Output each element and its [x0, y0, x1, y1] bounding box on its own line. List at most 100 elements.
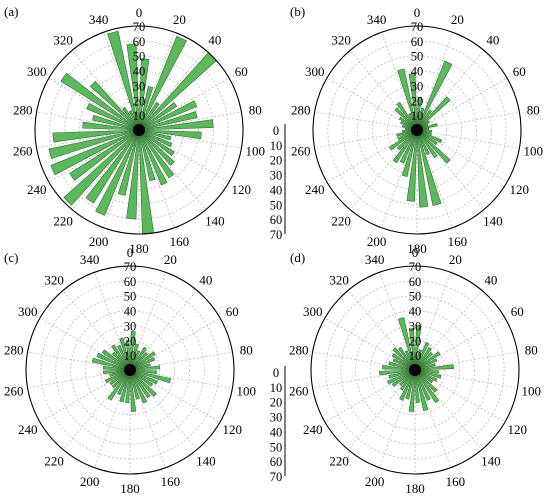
rose-bar	[50, 129, 140, 176]
rose-bar	[414, 351, 434, 371]
rose-bar	[391, 353, 416, 371]
rose-bar	[129, 346, 147, 371]
rose-bar	[414, 351, 441, 371]
rose-bar	[394, 107, 418, 131]
rose-bar	[96, 352, 131, 371]
rose-bar	[85, 129, 140, 204]
radial-tick-label: 10	[124, 349, 137, 363]
angle-tick-label: 0	[136, 5, 143, 20]
rose-bar	[414, 369, 438, 382]
angle-tick-label: 100	[523, 143, 543, 158]
angle-tick-label: 260	[4, 383, 24, 398]
panel-b-label: (b)	[290, 4, 305, 19]
rose-bar	[138, 129, 168, 186]
rose-bar	[138, 102, 178, 131]
rose-bar	[388, 369, 416, 379]
radial-tick-label: 20	[409, 334, 422, 348]
rose-bar	[119, 369, 131, 403]
angle-tick-label: 80	[249, 103, 262, 118]
grid-spoke	[312, 351, 416, 371]
rose-bar	[401, 129, 418, 177]
angle-tick-label: 140	[481, 453, 501, 468]
rose-bar	[69, 129, 140, 181]
angle-tick-label: 200	[365, 474, 385, 489]
grid-spoke	[414, 317, 506, 371]
rose-bar	[416, 97, 422, 131]
angle-tick-label: 60	[226, 304, 239, 319]
angle-tick-label: 20	[164, 252, 177, 267]
radial-tick-label: 30	[124, 319, 137, 333]
rose-bar	[416, 129, 451, 164]
angle-tick-label: 200	[367, 234, 387, 249]
angle-tick-label: 0	[127, 245, 134, 260]
angle-tick-label: 20	[173, 12, 186, 27]
rose-bar	[129, 331, 136, 371]
radial-tick-label: 10	[409, 349, 422, 363]
angle-tick-label: 160	[161, 474, 181, 489]
rose-bar	[416, 129, 438, 146]
panel-a: (a) 010203040506070020406080100120140160…	[4, 4, 265, 256]
angle-tick-label: 140	[483, 213, 503, 228]
panel-b: (b) 010203040506070020406080100120140160…	[290, 4, 543, 256]
grid-spoke	[129, 369, 233, 389]
grid-spoke	[414, 369, 518, 389]
rose-bar	[111, 369, 131, 389]
angle-tick-label: 40	[199, 273, 212, 288]
grid-spoke	[71, 50, 140, 131]
rose-bar	[129, 369, 172, 384]
angle-tick-label: 220	[329, 453, 349, 468]
grid-spoke	[414, 369, 483, 450]
scale-tick-label: 0	[273, 366, 279, 380]
angle-tick-label: 60	[511, 304, 524, 319]
rose-bar	[399, 369, 416, 401]
grid-spoke	[138, 111, 242, 131]
rose-bar	[399, 369, 416, 391]
angle-tick-label: 20	[449, 252, 462, 267]
angle-tick-label: 240	[303, 422, 323, 437]
rose-bar	[129, 356, 156, 371]
rose-bar	[408, 369, 416, 412]
rose-bar	[126, 43, 140, 131]
angle-tick-label: 300	[303, 304, 323, 319]
rose-bar	[138, 129, 175, 157]
angle-tick-label: 100	[521, 383, 541, 398]
rose-bar	[416, 60, 453, 131]
rose-bar	[398, 346, 416, 371]
radial-tick-label: 60	[409, 275, 422, 289]
scale-tick-label: 50	[270, 440, 283, 454]
angle-tick-label: 40	[484, 273, 497, 288]
rose-bar	[122, 106, 140, 131]
scale-tick-label: 70	[270, 470, 283, 484]
rose-bar	[416, 129, 431, 156]
radial-tick-label: 40	[411, 65, 424, 79]
rose-bar	[129, 351, 149, 371]
angle-tick-label: 300	[27, 64, 47, 79]
radial-tick-label: 20	[411, 94, 424, 108]
grid-ring	[64, 55, 214, 205]
grid-spoke	[379, 369, 416, 468]
angle-tick-label: 80	[527, 103, 540, 118]
grid-spoke	[62, 369, 131, 450]
outer-circle	[25, 265, 235, 475]
rose-bar	[392, 358, 416, 371]
grid-ring	[49, 40, 229, 220]
grid-spoke	[71, 129, 140, 210]
angle-tick-label: 220	[44, 453, 64, 468]
angle-tick-label: 80	[240, 343, 253, 358]
grid-ring	[355, 310, 475, 430]
rose-bar	[392, 347, 416, 371]
grid-spoke	[312, 369, 416, 389]
angle-tick-label: 260	[291, 143, 311, 158]
angle-tick-label: 200	[80, 474, 100, 489]
rose-bar	[416, 129, 438, 159]
radial-tick-label: 70	[133, 20, 146, 34]
rose-bar	[138, 111, 198, 131]
rose-bar	[416, 109, 433, 131]
grid-spoke	[94, 369, 131, 468]
rose-bar	[107, 30, 140, 131]
angle-tick-label: 300	[305, 64, 325, 79]
angle-tick-label: 20	[451, 12, 464, 27]
grid-spoke	[103, 32, 140, 131]
grid-ring	[399, 354, 431, 386]
grid-spoke	[138, 77, 230, 131]
